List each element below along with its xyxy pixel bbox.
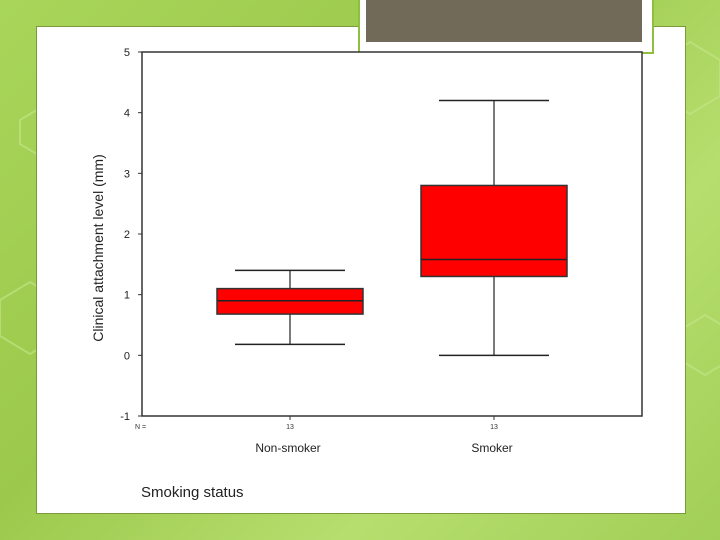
n-value: 13 — [286, 424, 294, 431]
category-label: Smoker — [471, 441, 512, 455]
n-value: 13 — [490, 424, 498, 431]
x-axis-label: Smoking status — [141, 484, 244, 501]
y-tick-label: 5 — [124, 47, 130, 59]
y-tick-label: 0 — [124, 350, 130, 362]
top-tab — [366, 0, 642, 42]
box — [420, 184, 568, 278]
n-label: N = — [135, 424, 146, 431]
y-axis-label: Clinical attachment level (mm) — [90, 154, 106, 342]
y-tick-label: -1 — [120, 411, 130, 423]
y-tick-label: 1 — [124, 290, 130, 302]
y-tick-label: 3 — [124, 168, 130, 180]
y-tick-label: 4 — [124, 108, 130, 120]
category-label: Non-smoker — [255, 441, 320, 455]
y-tick-label: 2 — [124, 229, 130, 241]
